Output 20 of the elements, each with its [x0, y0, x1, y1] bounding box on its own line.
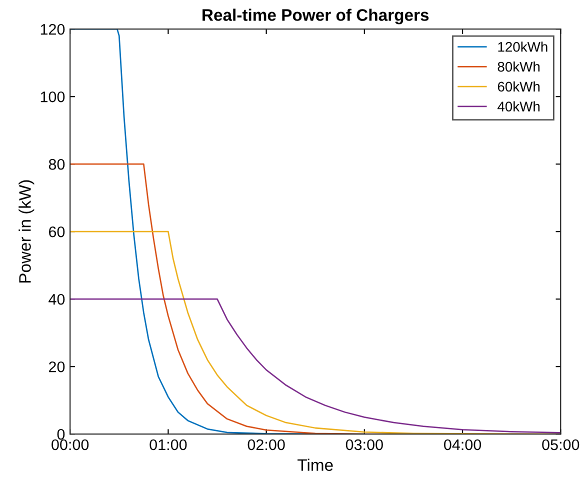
y-tick-label: 0: [57, 428, 65, 440]
x-tick-label: 00:00: [52, 439, 89, 450]
x-tick-label: 02:00: [248, 439, 285, 450]
x-tick-label: 05:00: [542, 439, 580, 450]
legend-label: 40kWh: [498, 101, 540, 112]
legend-label: 80kWh: [498, 61, 540, 72]
legend-label: 120kWh: [498, 42, 548, 52]
y-tick-label: 100: [40, 91, 65, 102]
y-tick-label: 60: [49, 226, 65, 238]
x-axis-title: Time: [298, 458, 333, 471]
x-tick-label: 04:00: [444, 439, 482, 450]
y-tick-label: 80: [48, 158, 65, 170]
y-tick-label: 40: [48, 294, 65, 305]
x-tick-label: 03:00: [346, 439, 383, 450]
y-tick-label: 20: [48, 361, 65, 372]
y-axis-title: Power in (kW): [18, 180, 34, 283]
legend-label: 60kWh: [498, 81, 540, 92]
chart-title: Real-time Power of Chargers: [202, 8, 429, 24]
x-tick-label: 01:00: [150, 439, 187, 450]
y-tick-label: 120: [40, 24, 65, 35]
